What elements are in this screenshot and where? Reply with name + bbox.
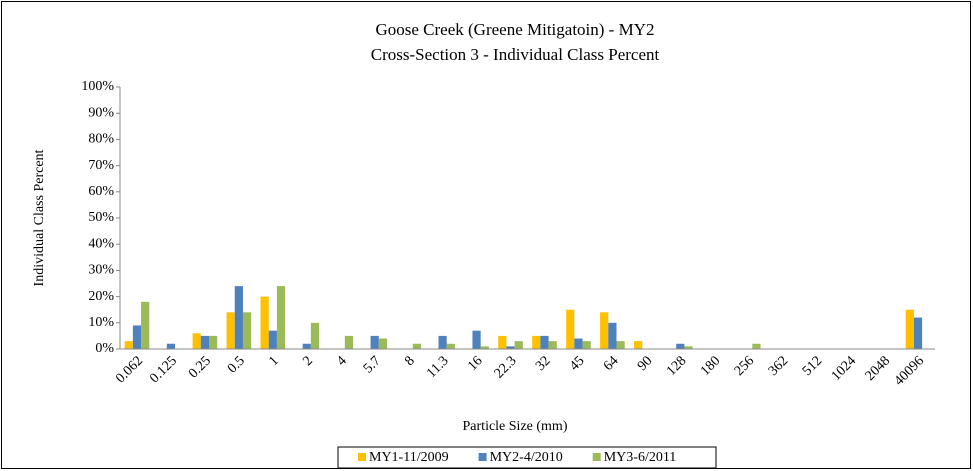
bar [310, 322, 320, 349]
bar [540, 335, 549, 349]
bar [905, 309, 914, 349]
y-tick-label: 90% [88, 105, 114, 120]
bar [234, 286, 243, 349]
legend-label: MY1-11/2009 [369, 450, 449, 465]
bar [412, 343, 421, 349]
bar [260, 296, 269, 349]
legend-swatch [592, 453, 601, 461]
bar [438, 335, 447, 349]
bar [226, 312, 235, 349]
bar [268, 330, 277, 349]
bar [548, 341, 557, 349]
y-tick-label: 80% [88, 132, 114, 147]
bar [132, 325, 142, 349]
y-tick-label: 30% [88, 263, 114, 278]
bar [913, 317, 923, 349]
bar [370, 335, 379, 349]
y-tick-label: 20% [88, 289, 114, 304]
chart-title: Goose Creek (Greene Mitigatoin) - MY2 [375, 20, 654, 39]
bar [582, 341, 591, 349]
bar [514, 341, 523, 349]
bar [378, 338, 387, 349]
legend-box [337, 446, 717, 469]
y-tick-label: 70% [88, 158, 114, 173]
bar [498, 335, 507, 349]
bar [124, 341, 133, 349]
bar [608, 322, 617, 349]
bar [141, 301, 150, 349]
bar [480, 346, 489, 349]
bar [574, 338, 583, 349]
bar [200, 335, 209, 349]
bar [472, 330, 481, 349]
y-tick-label: 50% [88, 210, 114, 225]
y-tick-label: 10% [88, 315, 114, 330]
bar [344, 335, 354, 349]
bar [302, 343, 311, 349]
chart-subtitle: Cross-Section 3 - Individual Class Perce… [371, 45, 660, 64]
bar [616, 341, 625, 349]
bar [506, 346, 515, 349]
bar [676, 343, 685, 349]
y-tick-label: 40% [88, 236, 114, 251]
y-axis-title: Individual Class Percent [32, 149, 47, 286]
legend-swatch [478, 453, 487, 461]
bar [684, 346, 693, 349]
bar [752, 343, 761, 349]
legend-label: MY2-4/2010 [490, 450, 563, 465]
legend-swatch [358, 453, 366, 461]
bar [600, 312, 609, 349]
x-axis-title: Particle Size (mm) [463, 419, 568, 434]
bar [532, 335, 541, 349]
bar [634, 341, 643, 349]
y-tick-label: 100% [81, 79, 114, 94]
bar [446, 343, 455, 349]
y-tick-label: 0% [95, 341, 114, 356]
bar [566, 309, 575, 349]
bar [276, 286, 286, 349]
legend-label: MY3-6/2011 [604, 450, 677, 465]
y-tick-label: 60% [88, 184, 114, 199]
bar [166, 343, 176, 349]
bar [242, 312, 252, 349]
bar [208, 335, 218, 349]
bar [192, 333, 201, 349]
